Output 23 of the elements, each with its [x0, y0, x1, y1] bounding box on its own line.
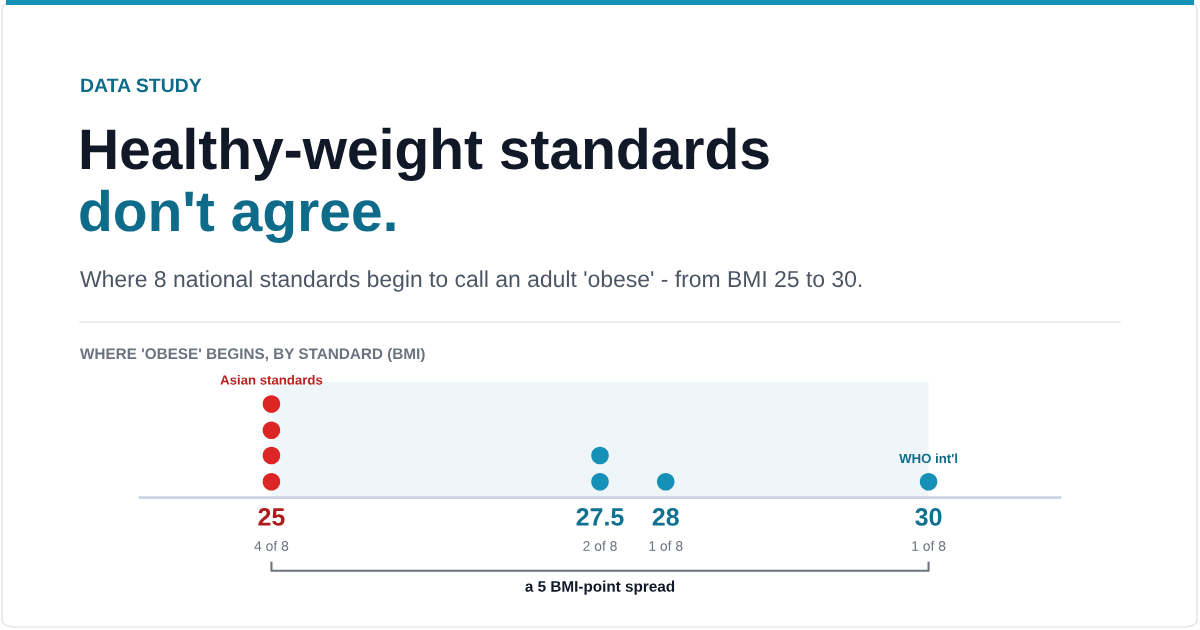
point	[919, 472, 938, 491]
text: 2 of 8	[583, 540, 617, 551]
point	[262, 395, 281, 413]
series-label: Asian standards	[220, 374, 323, 385]
x-tick-label: 25	[258, 508, 285, 526]
point	[262, 446, 281, 465]
text: 1 of 8	[649, 540, 683, 551]
x-tick-label: 28	[652, 508, 679, 526]
point	[262, 421, 281, 440]
x-axis-title: WHERE 'OBESE' BEGINS, BY STANDARD (BMI)	[80, 347, 425, 363]
point	[591, 446, 609, 465]
text: DATA STUDY	[81, 78, 202, 93]
text: 1 of 8	[912, 540, 946, 551]
annotation: WHO int'l	[899, 453, 958, 464]
point	[656, 472, 675, 491]
text: a 5 BMI-point spread	[525, 580, 675, 595]
chart-subtitle: Where 8 national standards begin to call an adult 'obese' - from BMI 25 to 30.	[80, 270, 862, 292]
x-tick-label: 27.5	[576, 508, 624, 526]
point	[591, 472, 609, 491]
text: 4 of 8	[254, 540, 289, 551]
x-tick-label: 30	[915, 508, 942, 526]
chart-title: Healthy-weight standards don't agree.	[80, 127, 769, 244]
point	[262, 472, 281, 491]
